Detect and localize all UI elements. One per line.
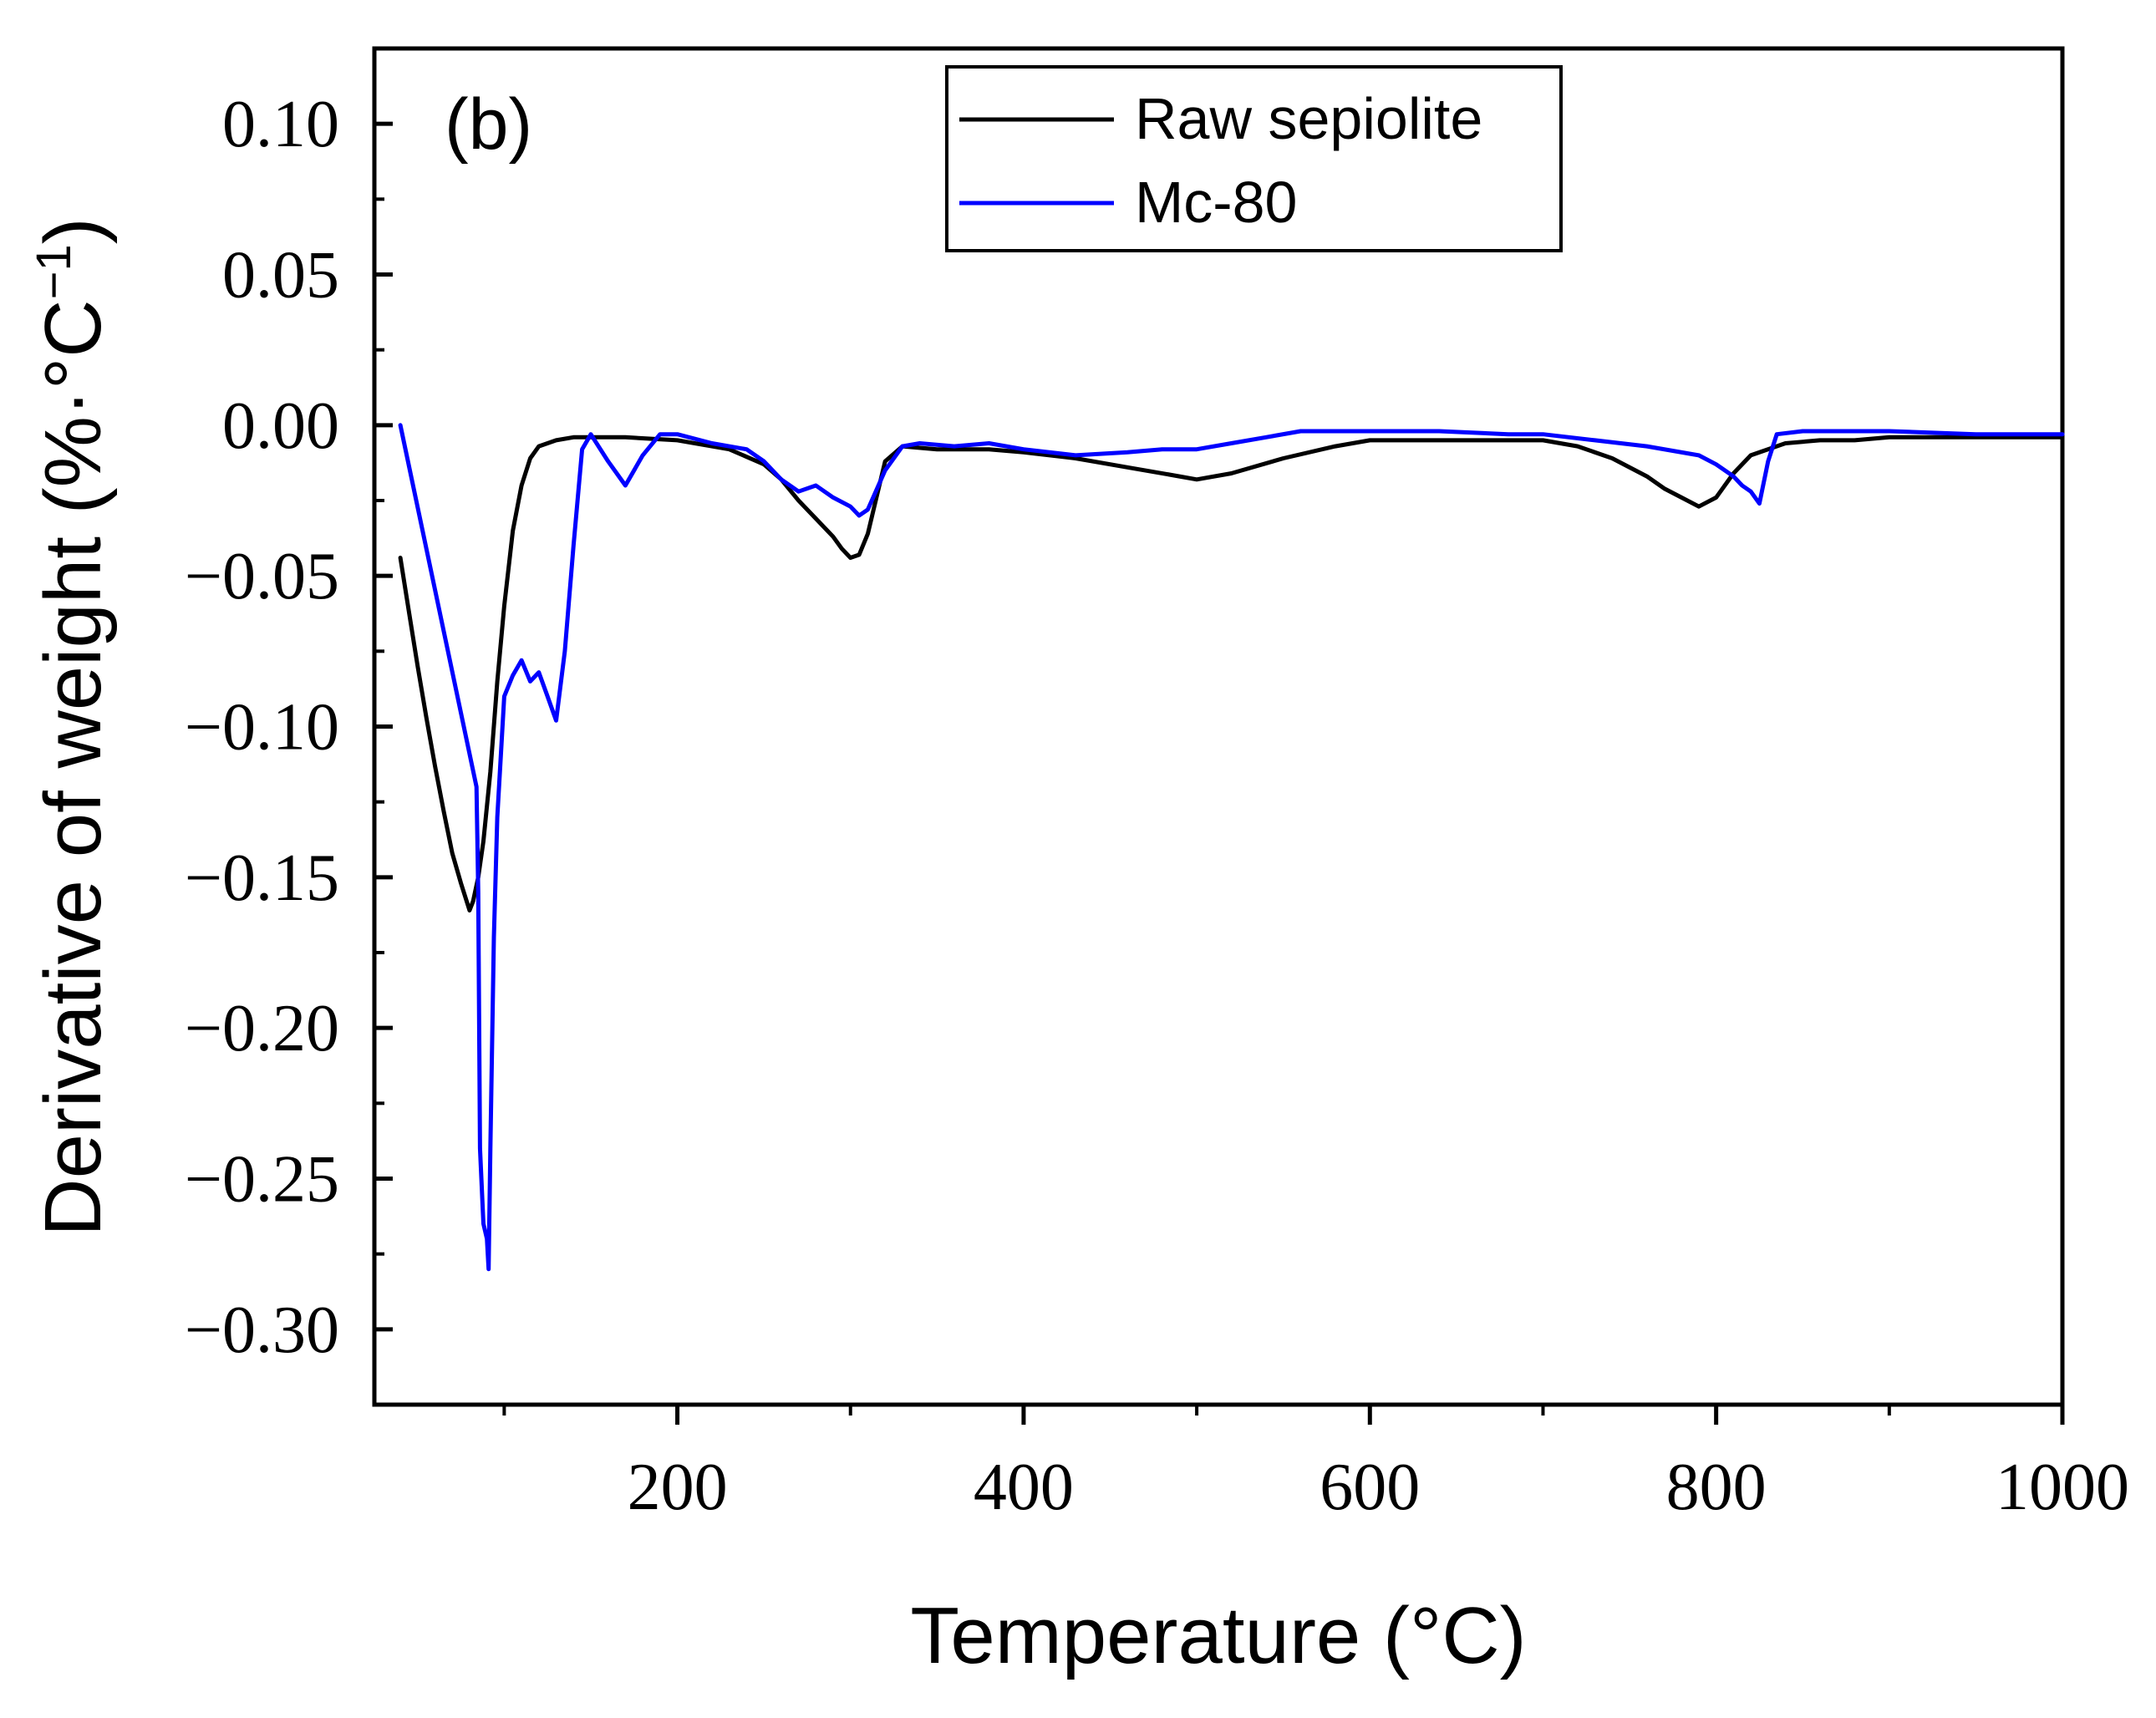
y-tick-label: 0.05 (222, 239, 339, 313)
series-layer (398, 423, 2065, 1272)
y-axis-title-main: Derivative of weight (%·°C (28, 299, 118, 1236)
y-tick-label: −0.20 (185, 992, 339, 1065)
series-line-raw-sepiolite (398, 435, 2065, 912)
y-tick-label: −0.10 (185, 691, 339, 765)
y-tick-label: 0.10 (222, 88, 339, 161)
panel-label: (b) (445, 84, 532, 165)
y-axis-title-superscript: −1 (27, 244, 81, 299)
legend-label-raw-sepiolite: Raw sepiolite (1135, 86, 1482, 151)
legend: Raw sepiolite Mc-80 (945, 65, 1563, 252)
y-axis-title-suffix: ) (28, 217, 118, 244)
y-axis: 0.10 0.05 0.00 −0.05 −0.10 −0.15 −0.20 −0.25 −0.… (185, 88, 393, 1367)
x-tick-label: 800 (1666, 1451, 1767, 1524)
y-tick-label: −0.25 (185, 1143, 339, 1217)
series-line-mc-80 (398, 423, 2065, 1272)
x-axis: 200 400 600 800 1000 (502, 1405, 2129, 1524)
x-tick-label: 200 (628, 1451, 728, 1524)
y-axis-title: Derivative of weight (%·°C−1) (27, 217, 118, 1237)
legend-box (945, 65, 1563, 252)
x-tick-label: 400 (974, 1451, 1074, 1524)
y-tick-label: −0.30 (185, 1294, 339, 1367)
y-tick-label: −0.15 (185, 841, 339, 915)
legend-label-mc-80: Mc-80 (1135, 170, 1297, 235)
x-tick-label: 600 (1320, 1451, 1420, 1524)
y-tick-label: 0.00 (222, 389, 339, 463)
y-tick-label: −0.05 (185, 540, 339, 613)
x-tick-label: 1000 (1996, 1451, 2129, 1524)
x-axis-title: Temperature (°C) (910, 1591, 1526, 1680)
